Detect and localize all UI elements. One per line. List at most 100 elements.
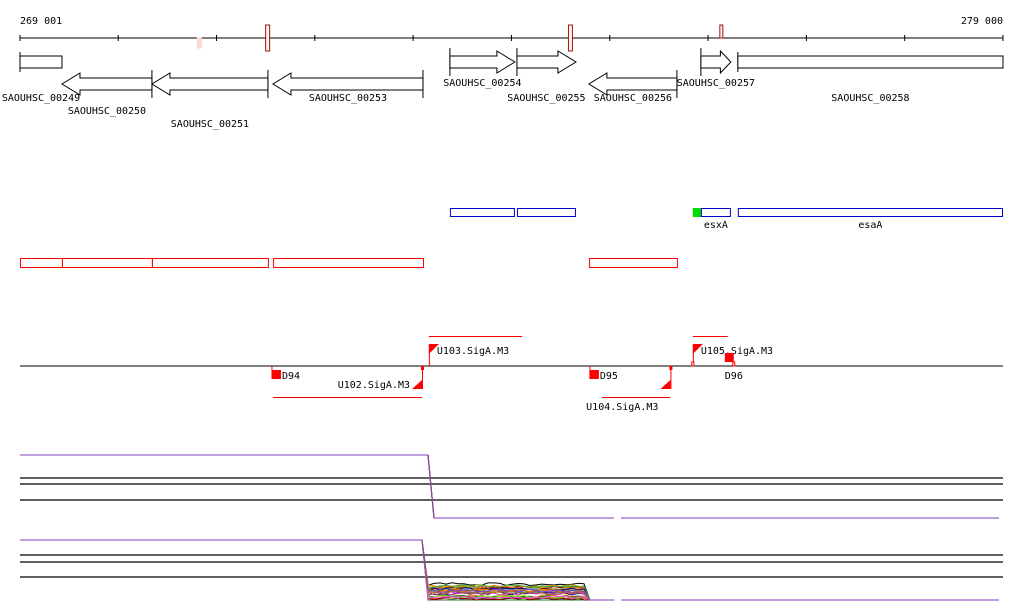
gene-label: SAOUHSC_00251 (171, 119, 249, 130)
expression-trace (20, 454, 614, 519)
expression-tracks (20, 454, 1003, 601)
gene-arrow (516, 50, 577, 74)
coordinate-ruler: 269 001 279 000 (19, 16, 1004, 52)
gene-arrow (19, 55, 63, 69)
promoter-track: D94 U102.SigA.M3 U103.SigA.M3 D95 U104.SigA.… (20, 336, 1003, 413)
promoter-label: U102.SigA.M3 (338, 380, 410, 391)
expression-trace (20, 454, 614, 519)
ruler-start-label: 269 001 (20, 16, 62, 27)
promoter-arrow (428, 344, 439, 354)
promoter-U102.SigA.M3[interactable]: U102.SigA.M3 (272, 366, 424, 398)
promoter-arrow (411, 380, 422, 389)
promoter-U105.SigA.M3[interactable]: U105.SigA.M3 (691, 336, 773, 367)
ruler-mark (719, 24, 724, 39)
red-feature-box (151, 258, 269, 268)
expression-trace (20, 454, 614, 519)
promoter-U104.SigA.M3[interactable]: U104.SigA.M3 (586, 366, 673, 413)
gene-SAOUHSC_00256[interactable]: SAOUHSC_00256 (587, 70, 678, 104)
blue-feature-box (449, 208, 515, 217)
gene-SAOUHSC_00251[interactable]: SAOUHSC_00251 (150, 70, 269, 130)
expression-trace (20, 454, 614, 519)
promoter-label: U105.SigA.M3 (701, 346, 773, 357)
promoter-foot (691, 361, 695, 367)
red-feature-box (272, 258, 424, 268)
promoter-D96[interactable]: D96 (724, 353, 743, 382)
red-feature-box (588, 258, 678, 268)
gene-arrow (61, 72, 153, 96)
promoter-label: U104.SigA.M3 (586, 402, 658, 413)
expression-trace (20, 539, 614, 601)
promoter-label: D96 (725, 371, 743, 382)
gene-label: SAOUHSC_00250 (68, 106, 146, 117)
expression-trace (20, 454, 614, 519)
expression-trace (20, 539, 614, 601)
promoter-arrow (692, 344, 703, 354)
gene-SAOUHSC_00258[interactable]: SAOUHSC_00258 (737, 52, 1004, 104)
expression-trace (20, 454, 614, 519)
blue-feature-box (516, 208, 576, 217)
expression-trace (20, 454, 614, 519)
gene-SAOUHSC_00257[interactable]: SAOUHSC_00257 (677, 48, 755, 89)
promoter-flag (271, 370, 281, 379)
gene-label: SAOUHSC_00256 (594, 93, 672, 104)
ruler-mark (196, 37, 202, 49)
expression-trace (20, 454, 614, 519)
green-marker (692, 208, 701, 217)
promoter-D94[interactable]: D94 (271, 366, 300, 382)
expression-trace (20, 454, 614, 519)
promoter-flag (724, 353, 734, 362)
expression-trace (20, 454, 614, 519)
blue-feature-box (737, 208, 1003, 217)
gene-arrow (449, 50, 516, 74)
expression-trace (20, 454, 614, 519)
gene-SAOUHSC_00253[interactable]: SAOUHSC_00253 (271, 70, 424, 104)
promoter-flag (589, 370, 599, 379)
promoter-arrow (660, 380, 671, 389)
blue-feature-box (700, 208, 731, 217)
gene-label: SAOUHSC_00258 (831, 93, 909, 104)
gene-arrow (737, 55, 1004, 69)
blue-feature-track: esxA esaA (449, 208, 1003, 231)
ruler-end-label: 279 000 (961, 16, 1003, 27)
expression-trace (20, 454, 614, 519)
gene-SAOUHSC_00254[interactable]: SAOUHSC_00254 (443, 48, 522, 89)
gene-SAOUHSC_00255[interactable]: SAOUHSC_00255 (507, 48, 586, 104)
expression-trace (20, 454, 614, 519)
expression-trace (20, 454, 614, 519)
ruler-mark (265, 24, 271, 52)
expression-trace (20, 454, 614, 519)
expression-trace (20, 454, 614, 519)
gene-label: SAOUHSC_00255 (507, 93, 585, 104)
red-feature-track (20, 258, 678, 268)
expression-trace (20, 454, 614, 519)
promoter-U103.SigA.M3[interactable]: U103.SigA.M3 (428, 336, 523, 367)
red-feature-box (61, 258, 153, 268)
gene-label: SAOUHSC_00249 (2, 93, 80, 104)
gene-SAOUHSC_00249[interactable]: SAOUHSC_00249 (2, 52, 80, 104)
expression-trace (20, 454, 614, 519)
promoter-label: D94 (282, 371, 300, 382)
gene-arrow (587, 72, 678, 96)
expression-trace (20, 454, 614, 519)
expression-trace (20, 454, 614, 519)
expression-trace (20, 454, 614, 519)
gene-arrow (150, 72, 269, 96)
expression-trace (20, 454, 614, 519)
promoter-D95[interactable]: D95 (589, 366, 618, 382)
expression-trace (20, 454, 614, 519)
expression-trace (20, 454, 614, 519)
gene-label: SAOUHSC_00253 (309, 93, 387, 104)
expression-trace (20, 454, 614, 519)
blue-feature-label: esxA (704, 220, 728, 231)
gene-arrow (700, 49, 732, 75)
expression-trace (20, 454, 614, 519)
expression-trace (20, 454, 614, 519)
gene-track: SAOUHSC_00249 SAOUHSC_00250 SAOUHSC_00251 S… (2, 48, 1004, 130)
gene-label: SAOUHSC_00257 (677, 78, 755, 89)
blue-feature-label: esaA (858, 220, 882, 231)
promoter-label: D95 (600, 371, 618, 382)
promoter-foot (732, 361, 736, 367)
gene-label: SAOUHSC_00254 (443, 78, 521, 89)
ruler-mark (567, 24, 573, 52)
